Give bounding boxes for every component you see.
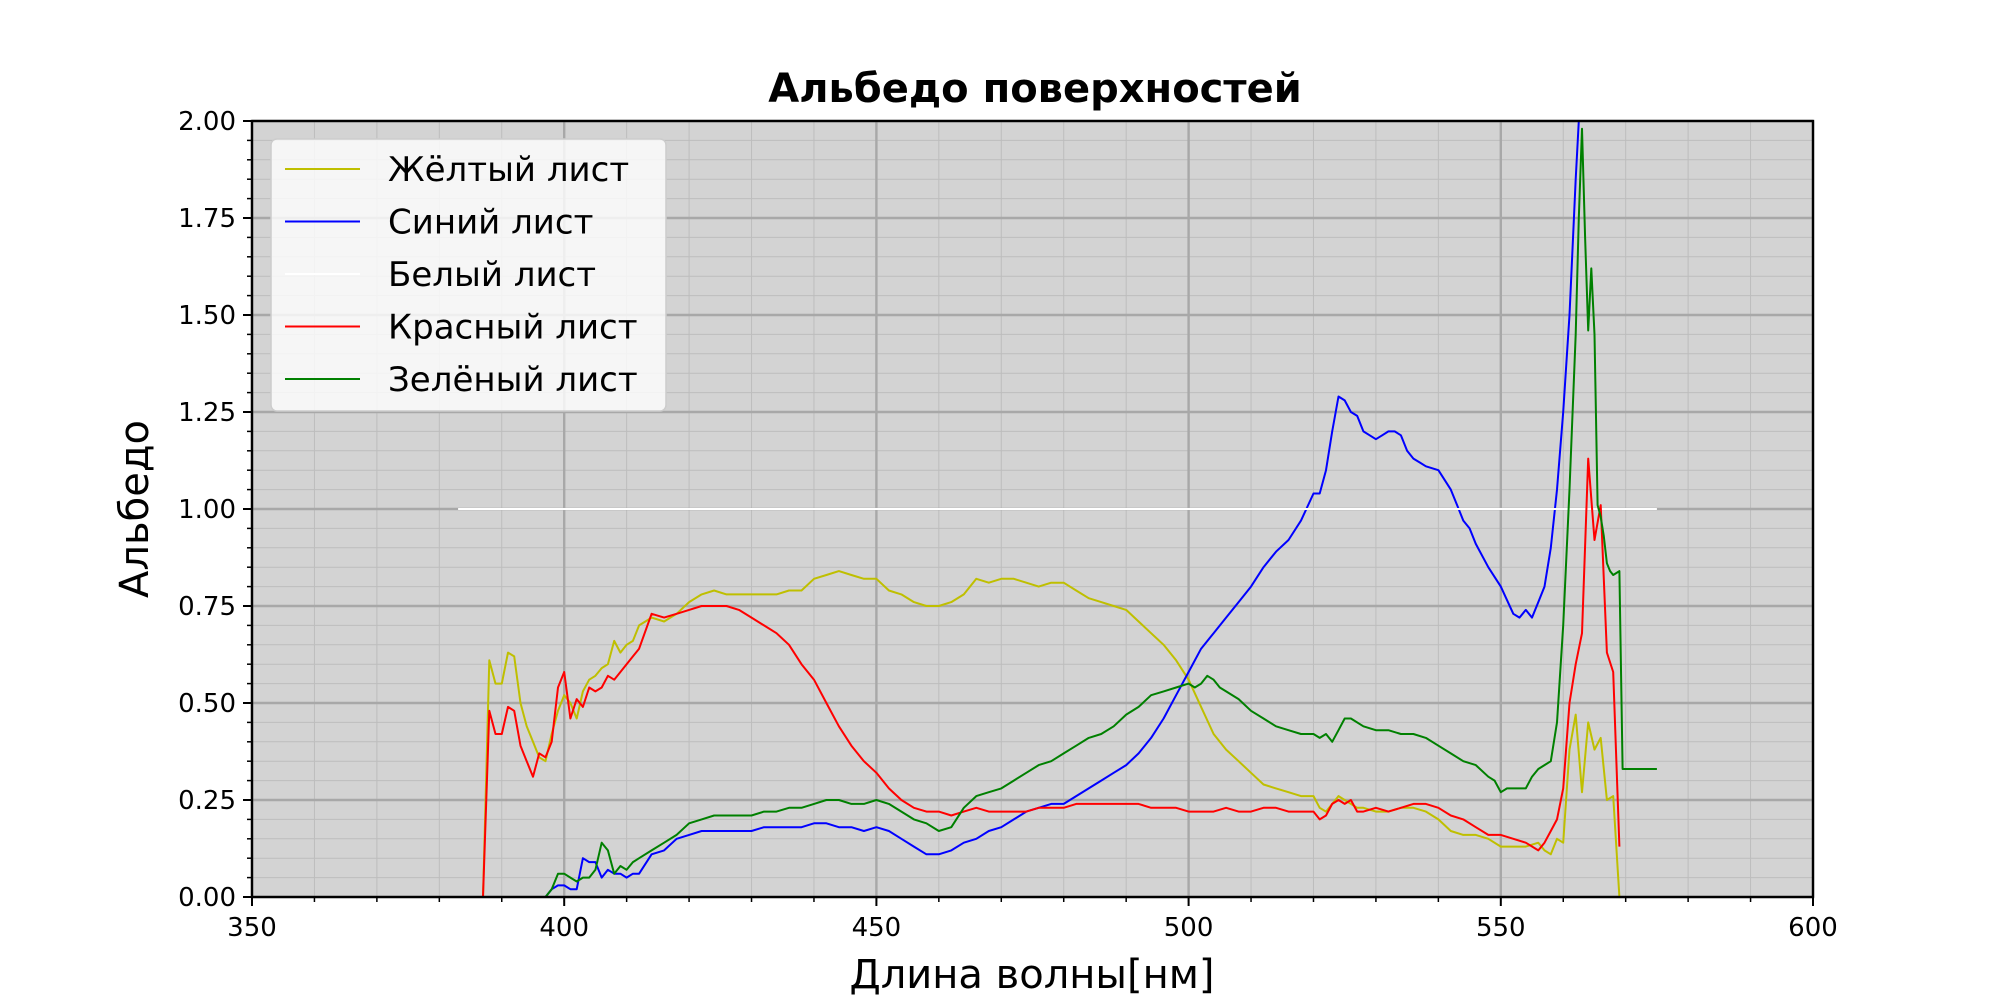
y-tick-label: 1.00	[178, 495, 236, 525]
series-layer	[458, 121, 1657, 897]
x-tick-label: 500	[1164, 913, 1214, 943]
y-tick-label: 0.75	[178, 592, 236, 622]
series-line-1	[458, 121, 1580, 897]
y-tick-label: 1.50	[178, 301, 236, 331]
series-line-0	[458, 570, 1621, 897]
legend-label-1: Синий лист	[388, 203, 593, 243]
series-line-4	[458, 127, 1657, 897]
x-tick-label: 350	[227, 913, 277, 943]
y-tick-label: 0.25	[178, 786, 236, 816]
legend-label-2: Белый лист	[388, 255, 596, 295]
legend-box	[270, 138, 667, 412]
y-tick-label: 0.00	[178, 883, 236, 913]
legend-entries: Жёлтый лист Синий лист Белый лист Красный л…	[285, 150, 638, 400]
series-lines	[458, 121, 1657, 897]
legend-label-3: Красный лист	[388, 308, 638, 348]
x-tick-label: 550	[1476, 913, 1526, 943]
x-tick-label: 400	[539, 913, 589, 943]
y-tick-label: 1.25	[178, 398, 236, 428]
y-tick-label: 2.00	[178, 107, 236, 137]
legend: Жёлтый лист Синий лист Белый лист Красный л…	[270, 138, 667, 412]
y-tick-label: 0.50	[178, 689, 236, 719]
chart-title: Альбедо поверхностей	[768, 66, 1301, 112]
x-axis-label: Длина волны[нм]	[849, 952, 1214, 998]
legend-label-0: Жёлтый лист	[388, 150, 629, 190]
legend-label-4: Зелёный лист	[388, 360, 638, 400]
x-tick-label: 600	[1788, 913, 1838, 943]
series-line-3	[458, 457, 1621, 897]
y-axis-label: Альбедо	[112, 420, 158, 598]
axis-ticks: 350 400 450 500 550 600 0.00 0.25 0.50 0.75 1.00 1.…	[178, 107, 1838, 943]
x-tick-label: 450	[852, 913, 902, 943]
y-tick-label: 1.75	[178, 204, 236, 234]
